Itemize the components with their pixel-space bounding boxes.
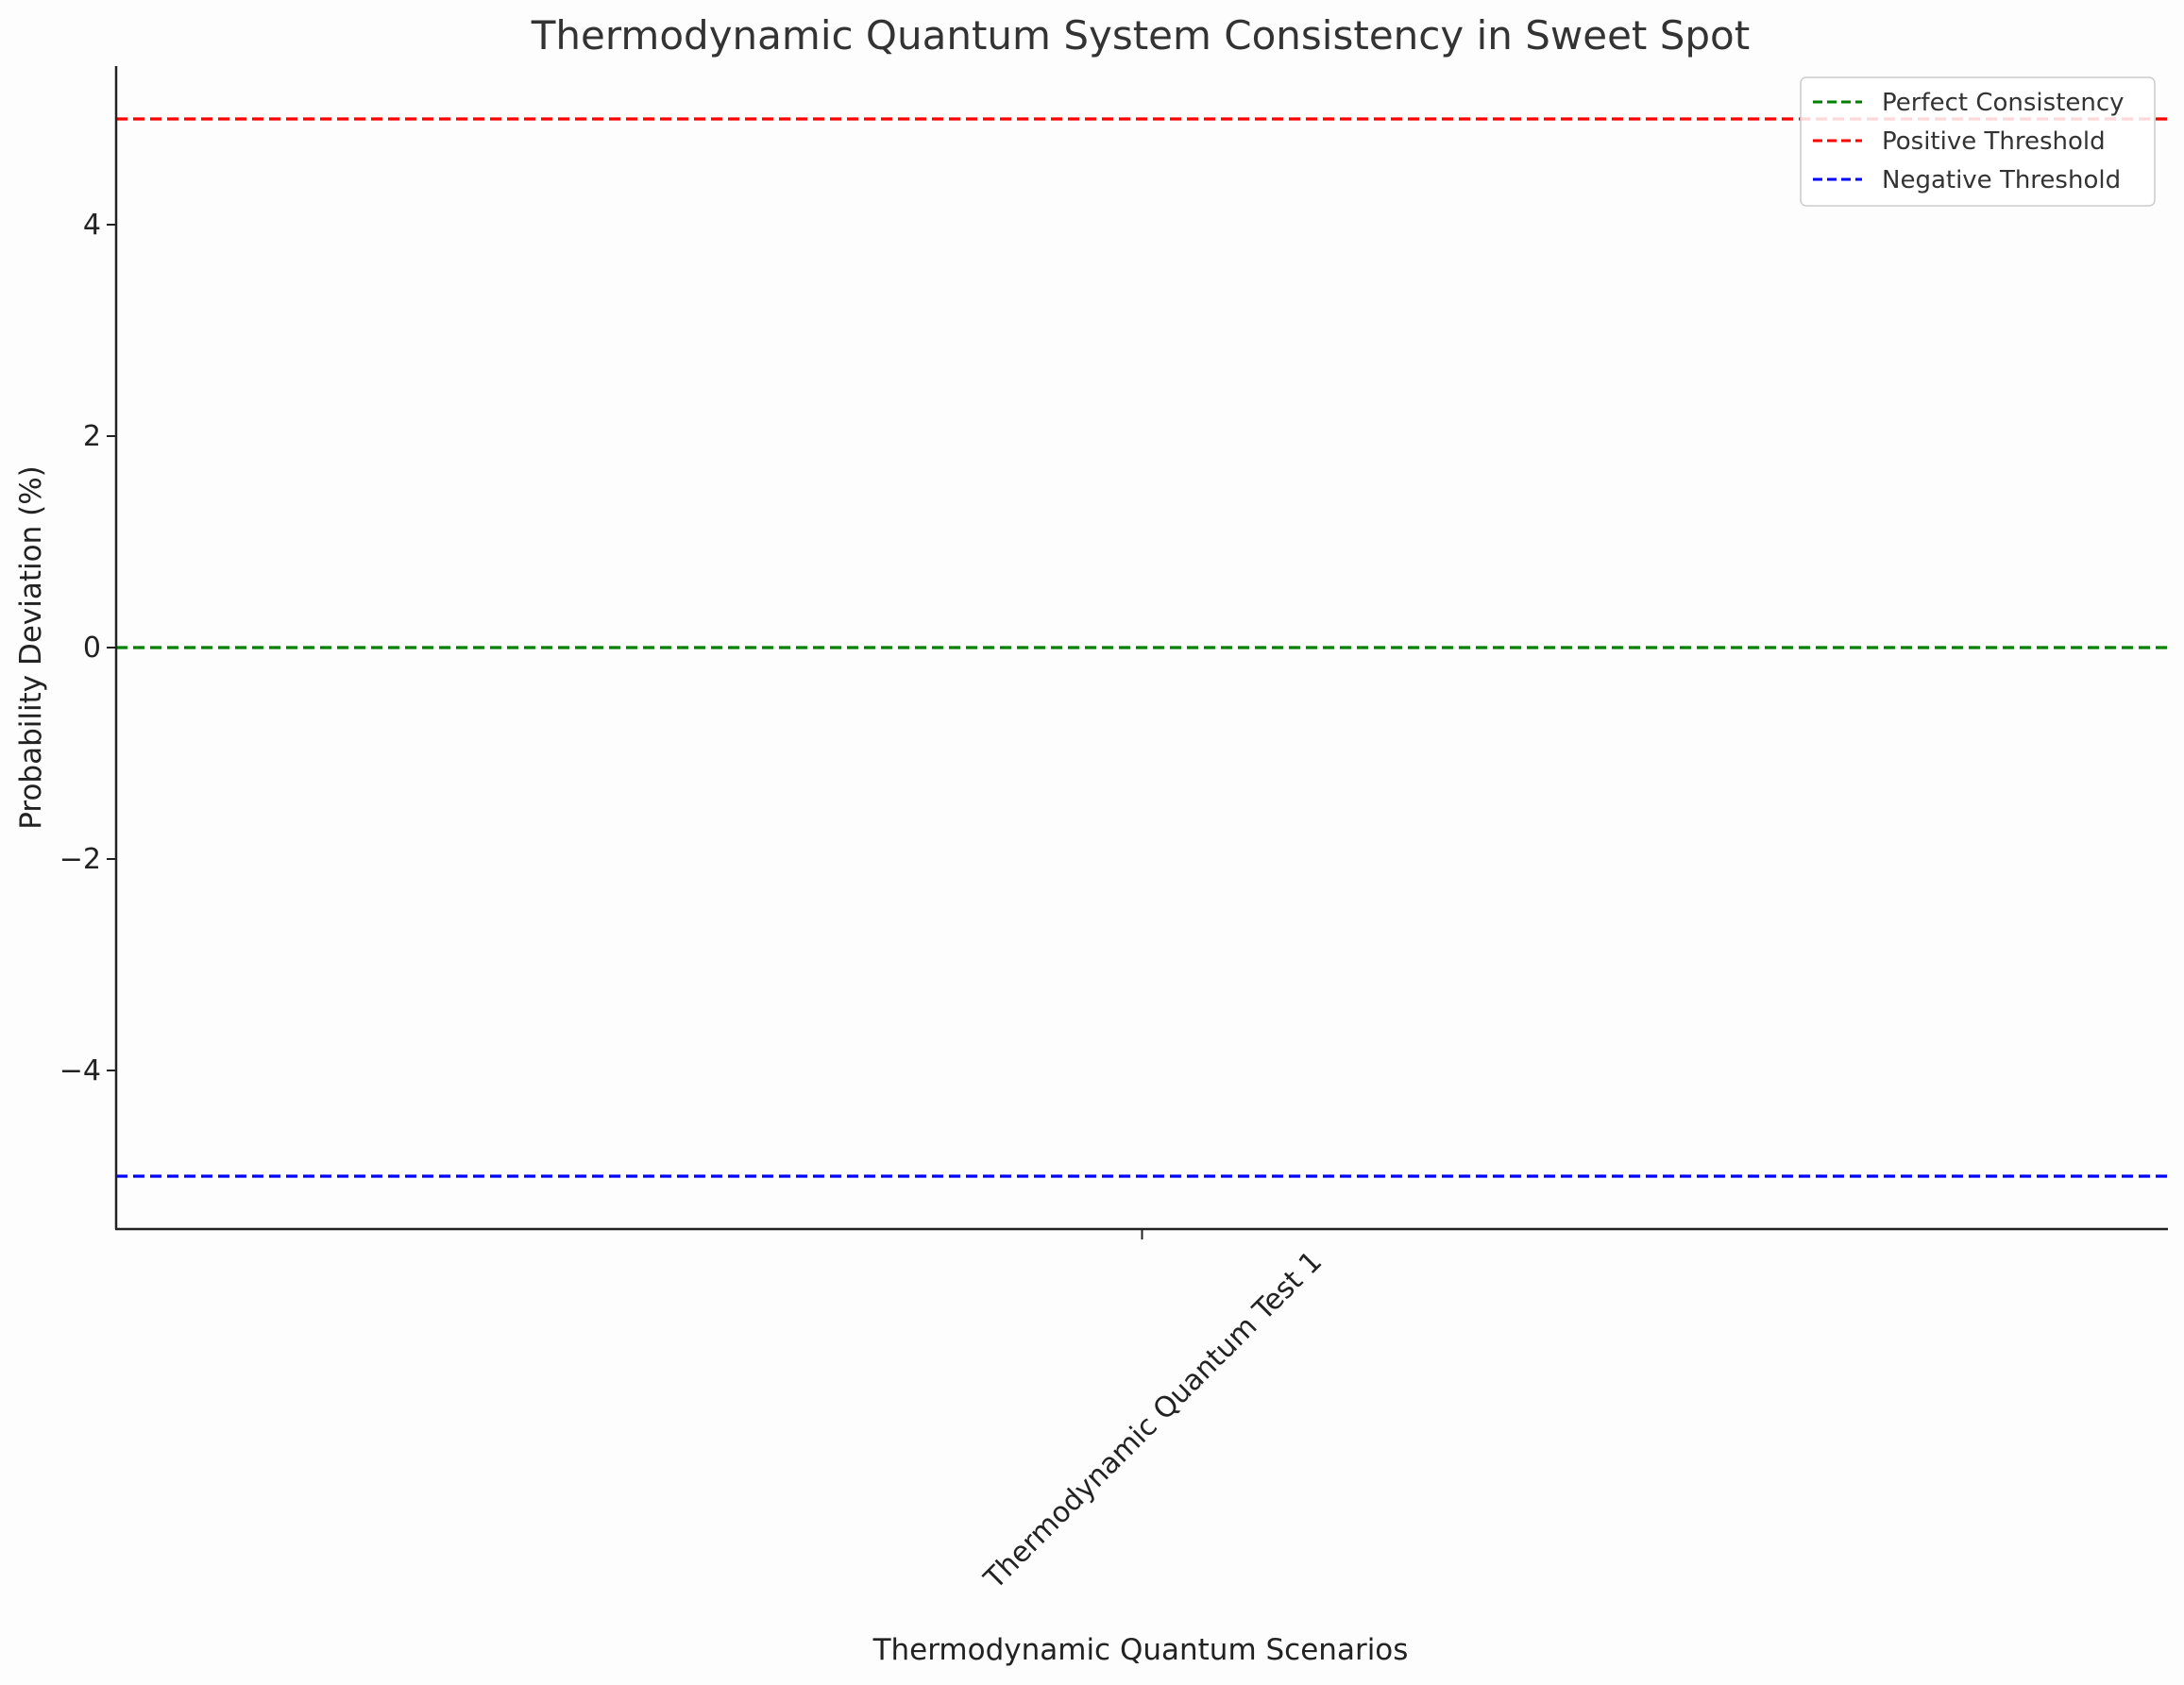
chart-title: Thermodynamic Quantum System Consistency… — [531, 12, 1750, 59]
y-tick-label: −2 — [59, 843, 101, 876]
legend-label: Perfect Consistency — [1882, 89, 2125, 117]
legend-label: Negative Threshold — [1882, 166, 2121, 194]
legend: Perfect Consistency Positive Threshold Neg… — [1800, 76, 2156, 207]
y-axis-title: Probability Deviation (%) — [14, 465, 48, 830]
y-tick-label: 2 — [83, 420, 101, 453]
legend-label: Positive Threshold — [1882, 127, 2106, 156]
y-tick-label: 0 — [83, 632, 101, 665]
reference-lines — [116, 117, 2168, 1178]
y-ticks: −4 −2 0 2 4 — [59, 209, 116, 1087]
legend-frame — [1800, 76, 2156, 207]
y-tick-label: −4 — [59, 1054, 101, 1087]
x-ticks: Thermodynamic Quantum Test 1 — [977, 1229, 1329, 1596]
x-tick-label: Thermodynamic Quantum Test 1 — [977, 1245, 1329, 1596]
x-axis-title: Thermodynamic Quantum Scenarios — [872, 1633, 1409, 1667]
y-tick-label: 4 — [83, 209, 101, 242]
